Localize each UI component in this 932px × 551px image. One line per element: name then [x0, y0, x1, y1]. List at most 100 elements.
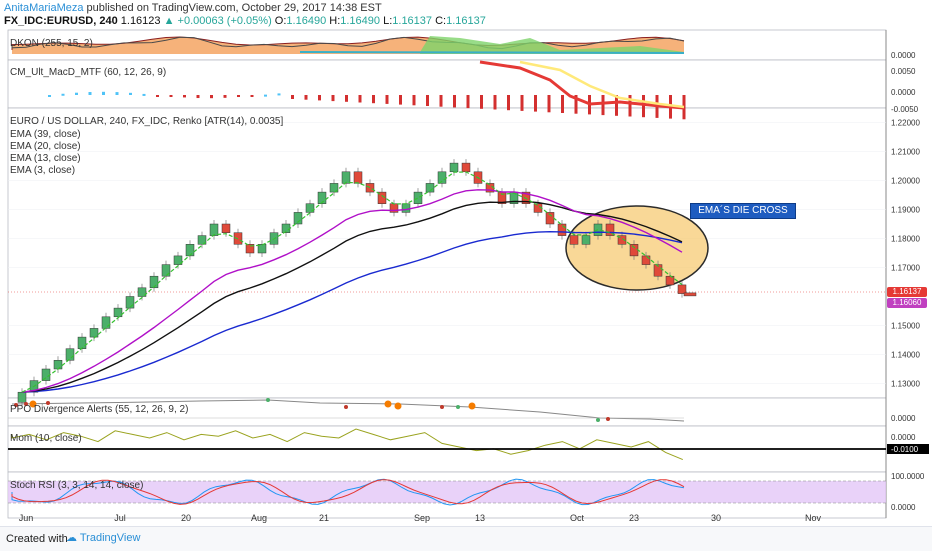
macd-histogram-bar [129, 92, 132, 95]
macd-histogram-bar [318, 95, 321, 101]
macd-tick-label: -0.0050 [891, 105, 919, 114]
bull-brick [209, 223, 219, 236]
macd-histogram-bar [223, 95, 227, 98]
time-tick-label: Sep [414, 513, 430, 523]
macd-histogram-bar [642, 95, 645, 118]
mom-level-label: -0.0100 [891, 445, 919, 454]
macd-histogram-bar [439, 95, 443, 107]
ppo-divergence-dot [266, 398, 270, 402]
macd-histogram-bar [385, 95, 389, 104]
high-value: 1.16490 [340, 15, 381, 27]
macd-histogram-bar [102, 91, 105, 95]
mom-level-badge [887, 444, 929, 454]
bull-brick [17, 391, 27, 403]
macd-histogram-bar [615, 95, 618, 116]
bear-brick [245, 244, 255, 254]
pane-frames [7, 29, 887, 519]
stoch-legend[interactable]: Stoch RSI (3, 3, 14, 14, close) [10, 480, 144, 491]
main-price-pane[interactable] [8, 122, 886, 407]
bull-brick [161, 264, 171, 277]
ppo-divergence-dot [344, 405, 348, 409]
time-tick-label: 20 [181, 513, 191, 523]
author-link[interactable]: AnitaMariaMeza [4, 2, 84, 14]
dkon-green-area [420, 36, 684, 54]
macd-histogram-bar [399, 95, 402, 105]
open-label: O: [274, 15, 287, 27]
macd-histogram-bar [561, 95, 564, 113]
bull-brick [137, 287, 147, 297]
macd-histogram-bar [426, 95, 429, 106]
price-tick-label: 1.22000 [891, 119, 920, 128]
ema13-legend[interactable]: EMA (13, close) [10, 153, 81, 164]
macd-histogram-bar [237, 95, 240, 98]
macd-histogram-bar [196, 95, 200, 99]
bull-brick [257, 244, 267, 254]
bear-brick [641, 255, 651, 265]
stoch-band [8, 481, 886, 503]
price-tick-label: 1.21000 [891, 148, 920, 157]
macd-histogram-bar [574, 95, 578, 114]
macd-histogram-bar [88, 92, 92, 95]
bear-brick [353, 171, 363, 184]
bull-brick [341, 171, 351, 184]
bear-brick [557, 223, 567, 236]
tradingview-logo[interactable]: ☁ TradingView [66, 532, 141, 544]
main-frame [7, 107, 887, 399]
ppo-divergence-dot [24, 402, 28, 406]
close-label: C: [435, 15, 447, 27]
price-tick-label: 1.13000 [891, 380, 920, 389]
macd-histogram-bar [628, 95, 632, 117]
macd-histogram-bar [250, 95, 254, 97]
main-legend-symbol[interactable]: EURO / US DOLLAR, 240, FX_IDC, Renko [AT… [10, 116, 284, 127]
close-value: 1.16137 [446, 15, 486, 27]
ppo-legend[interactable]: PPO Divergence Alerts (55, 12, 26, 9, 2) [10, 404, 189, 415]
stoch-tick-label: 100.0000 [891, 472, 925, 481]
footer-bar: Created with ☁ TradingView [0, 526, 932, 551]
dkon-legend[interactable]: DKON (255, 15, 2) [10, 38, 93, 49]
ema-die-cross-annotation[interactable]: EMA´S DIE CROSS [690, 203, 796, 219]
time-tick-label: 30 [711, 513, 721, 523]
time-tick-label: Nov [805, 513, 822, 523]
bull-brick [41, 368, 51, 381]
bull-brick [449, 162, 459, 173]
macd-histogram-bar [115, 92, 119, 95]
mom-legend[interactable]: Mom (10, close) [10, 433, 82, 444]
bull-brick [125, 296, 135, 309]
bear-brick [653, 264, 663, 277]
time-tick-label: Jun [19, 513, 34, 523]
ppo-divergence-dot [394, 402, 402, 410]
macd-histogram-bar [48, 95, 51, 97]
ppo-divergence-dot [29, 400, 37, 408]
ppo-pane [8, 398, 685, 422]
ppo-divergence-dot [596, 418, 600, 422]
dkon-baseline [299, 51, 685, 54]
bull-brick [101, 316, 111, 329]
ema39-legend[interactable]: EMA (39, close) [10, 129, 81, 140]
price-tick-label: 1.14000 [891, 351, 920, 360]
macd-histogram-bar [534, 95, 537, 112]
time-axis[interactable]: Jun Jul 20 Aug 21 Sep 13 Oct 23 30 Nov [19, 513, 822, 523]
time-tick-label: Jul [114, 513, 126, 523]
macd-histogram-bar [547, 95, 551, 113]
ema20-legend[interactable]: EMA (20, close) [10, 141, 81, 152]
macd-pane [48, 60, 686, 120]
bull-brick [53, 360, 63, 370]
bear-brick [605, 223, 615, 236]
macd-tick-label: 0.0050 [891, 67, 916, 76]
created-with-label: Created with [6, 533, 68, 545]
bear-brick [677, 284, 687, 294]
macd-histogram-bar [156, 95, 159, 97]
time-tick-label: 23 [629, 513, 639, 523]
macd-histogram-bar [210, 95, 213, 99]
ema3-legend[interactable]: EMA (3, close) [10, 165, 76, 176]
macd-legend[interactable]: CM_Ult_MacD_MTF (60, 12, 26, 9) [10, 67, 167, 78]
macd-histogram-bar [466, 95, 470, 109]
bear-brick [629, 244, 639, 257]
bull-brick [149, 275, 159, 289]
stoch-k-line [11, 478, 685, 506]
bull-brick [401, 203, 411, 213]
symbol-name[interactable]: FX_IDC:EURUSD, 240 [4, 15, 118, 27]
bear-brick [377, 191, 387, 204]
price-axis[interactable]: 0.0000 0.0050 0.0000 -0.0050 1.22000 1.21000 1… [891, 51, 925, 512]
